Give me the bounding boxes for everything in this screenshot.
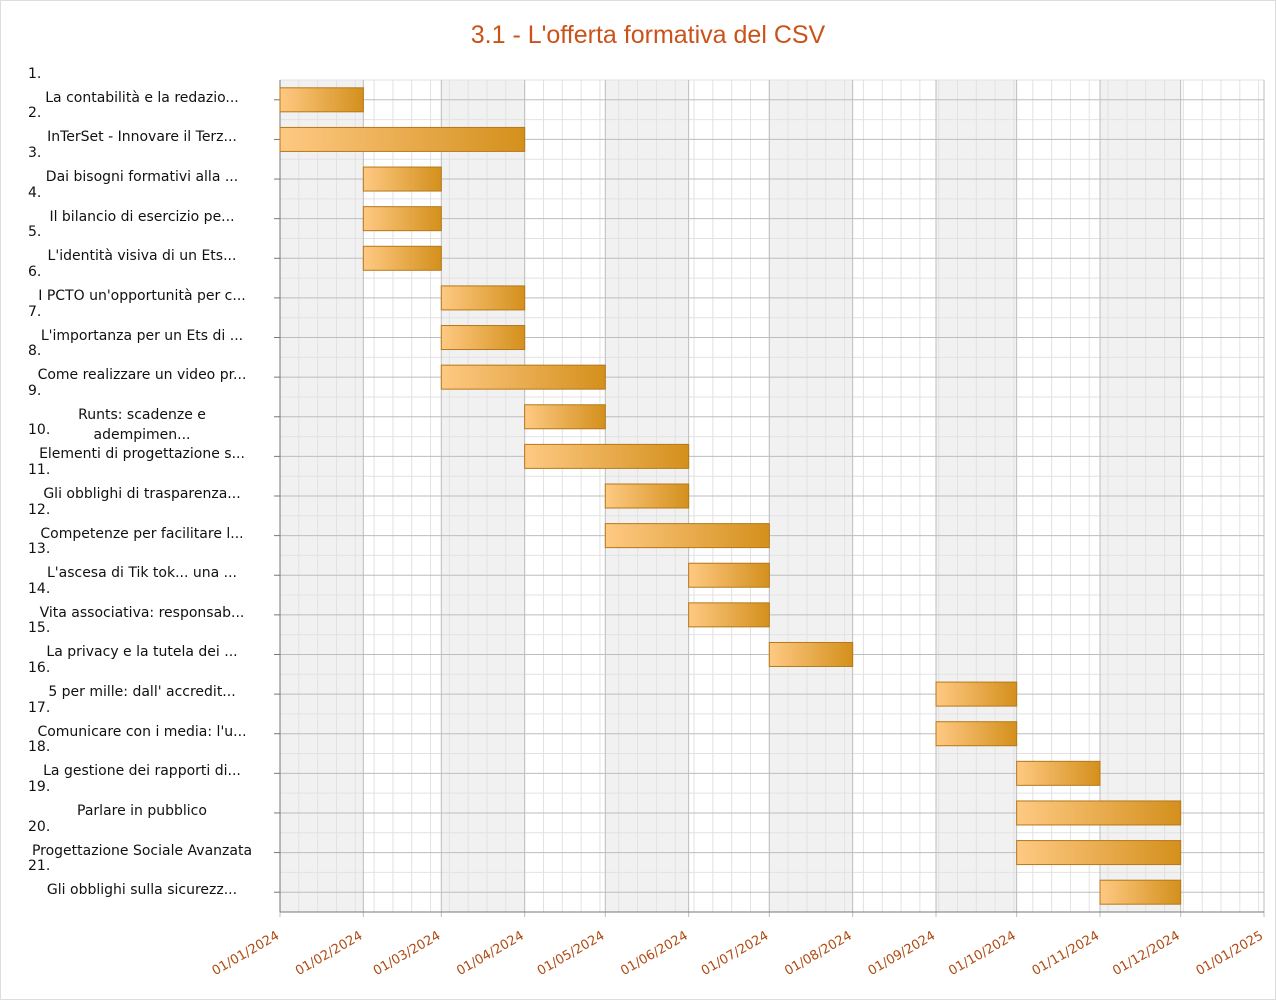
bar (604, 483, 690, 509)
row-number: 21. (28, 858, 51, 875)
bar (362, 166, 442, 192)
row-label: L'identità visiva di un Ets... (47, 248, 237, 265)
row-label: I PCTO un'opportunità per c... (38, 287, 246, 304)
row-label: Elementi di progettazione s... (39, 446, 245, 463)
row-label: Runts: scadenze e adempimen... (78, 406, 206, 443)
bar (524, 404, 606, 430)
row-number: 6. (28, 263, 42, 280)
row-number: 2. (28, 105, 42, 122)
bar (279, 87, 364, 113)
row-number: 10. (28, 422, 51, 439)
row-number: 20. (28, 818, 51, 835)
bar (362, 245, 442, 271)
row-number: 5. (28, 224, 42, 241)
row-number: 3. (28, 145, 42, 162)
row-number: 19. (28, 778, 51, 795)
row-label: Gli obblighi di trasparenza... (43, 486, 241, 502)
row-label: Competenze per facilitare l... (40, 525, 244, 542)
row-number: 9. (28, 382, 42, 399)
bar (1016, 760, 1101, 786)
bar (768, 641, 854, 667)
row-label: L'importanza per un Ets di ... (40, 327, 244, 344)
bar (440, 285, 526, 311)
bar (935, 721, 1018, 747)
row-label: La contabilità e la redazio... (45, 89, 239, 106)
row-number: 11. (28, 462, 51, 478)
bar (279, 126, 526, 152)
row-label: Vita associativa: responsab... (39, 604, 245, 621)
row-label: La gestione dei rapporti di... (43, 763, 241, 780)
bar (688, 562, 770, 588)
row-number: 4. (28, 184, 42, 201)
bar (440, 325, 526, 351)
row-label: InTerSet - Innovare il Terz... (47, 129, 237, 146)
chart-title: 3.1 - L'offerta formativa del CSV (471, 21, 826, 49)
row-label: La privacy e la tutela dei ... (46, 644, 238, 661)
bar (604, 523, 770, 549)
row-number: 15. (28, 620, 51, 637)
row-label: L'ascesa di Tik tok... una ... (46, 565, 238, 582)
row-label: Parlare in pubblico (77, 802, 207, 819)
bar (1016, 800, 1182, 826)
row-label: Comunicare con i media: l'u... (37, 723, 247, 740)
row-number: 8. (28, 343, 42, 360)
row-number: 17. (28, 699, 51, 716)
row-number: 14. (28, 580, 51, 597)
row-label: Come realizzare un video pr... (37, 367, 247, 384)
row-label: Il bilancio di esercizio pe... (49, 208, 235, 225)
row-label: 5 per mille: dall' accredit... (48, 684, 236, 701)
row-label: Dai bisogni formativi alla ... (45, 169, 239, 186)
bar (524, 443, 690, 469)
row-number: 1. (28, 65, 42, 82)
row-number: 18. (28, 739, 51, 756)
bar (440, 364, 606, 390)
row-label: Gli obblighi sulla sicurezz... (46, 882, 238, 899)
row-number: 12. (28, 501, 51, 518)
bar (935, 681, 1018, 707)
bar (1016, 840, 1182, 866)
row-label: Progettazione Sociale Avanzata (31, 842, 253, 859)
bar (688, 602, 770, 628)
bar (1099, 879, 1182, 905)
row-number: 13. (28, 541, 51, 558)
row-number: 7. (28, 303, 42, 320)
row-number: 16. (28, 660, 51, 677)
bar (362, 206, 442, 232)
